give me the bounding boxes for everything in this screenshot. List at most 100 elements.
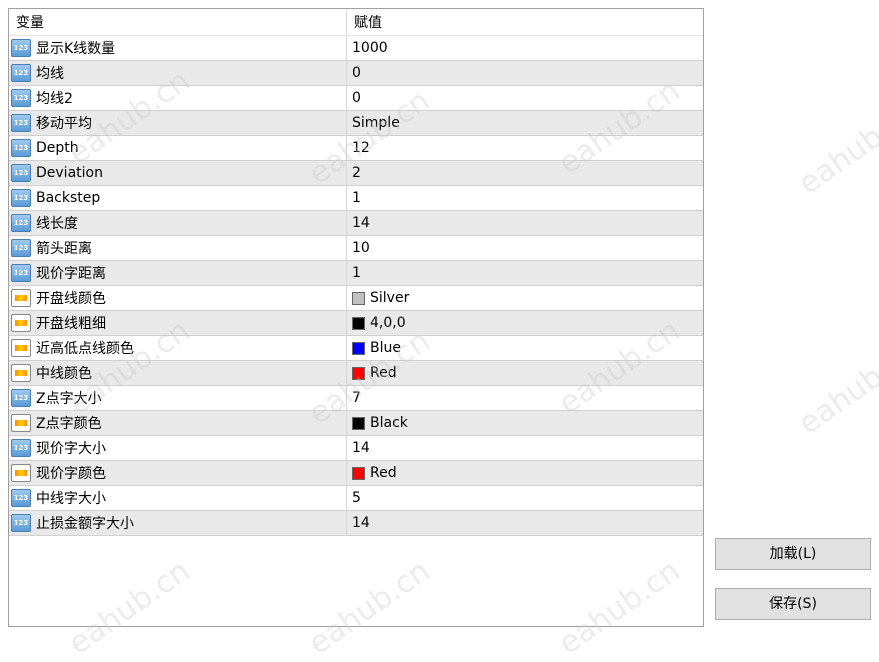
variable-name: 均线 (36, 66, 64, 82)
value-cell[interactable]: 0 (347, 86, 703, 110)
variable-cell[interactable]: Z点字颜色 (9, 411, 347, 435)
header-value[interactable]: 赋值 (354, 15, 382, 31)
variable-cell[interactable]: 开盘线颜色 (9, 286, 347, 310)
variable-cell[interactable]: 123 Z点字大小 (9, 386, 347, 410)
variable-cell[interactable]: 123 现价字距离 (9, 261, 347, 285)
variable-value: 4,0,0 (370, 315, 406, 331)
watermark: eahub.cn (792, 333, 879, 442)
integer-icon: 123 (11, 239, 31, 257)
integer-icon: 123 (11, 64, 31, 82)
table-row[interactable]: 123 Depth 12 (9, 136, 703, 161)
table-row[interactable]: 123 Z点字大小 7 (9, 386, 703, 411)
header-variable[interactable]: 变量 (9, 9, 347, 35)
variable-name: 中线颜色 (36, 366, 92, 382)
value-cell[interactable]: 14 (347, 511, 703, 535)
load-button[interactable]: 加载(L) (715, 538, 871, 570)
table-row[interactable]: 近高低点线颜色 Blue (9, 336, 703, 361)
variable-name: Z点字大小 (36, 391, 102, 407)
table-row[interactable]: 123 现价字大小 14 (9, 436, 703, 461)
variable-name: Deviation (36, 165, 103, 181)
variable-cell[interactable]: 123 均线2 (9, 86, 347, 110)
variable-cell[interactable]: 123 止损金额字大小 (9, 511, 347, 535)
table-row[interactable]: 123 显示K线数量 1000 (9, 36, 703, 61)
variable-cell[interactable]: 中线颜色 (9, 361, 347, 385)
variable-cell[interactable]: 123 Deviation (9, 161, 347, 185)
table-row[interactable]: 123 止损金额字大小 14 (9, 511, 703, 536)
table-row[interactable]: 开盘线颜色 Silver (9, 286, 703, 311)
value-cell[interactable]: 5 (347, 486, 703, 510)
color-swatch (352, 466, 365, 480)
table-header: 变量 赋值 (9, 9, 703, 36)
table-row[interactable]: 中线颜色 Red (9, 361, 703, 386)
color-icon (11, 289, 31, 307)
value-cell[interactable]: 0 (347, 61, 703, 85)
value-cell[interactable]: 1 (347, 186, 703, 210)
table-row[interactable]: 123 现价字距离 1 (9, 261, 703, 286)
table-row[interactable]: 开盘线粗细 4,0,0 (9, 311, 703, 336)
value-cell[interactable]: 7 (347, 386, 703, 410)
table-row[interactable]: 123 Deviation 2 (9, 161, 703, 186)
table-row[interactable]: 123 Backstep 1 (9, 186, 703, 211)
variable-value: 1000 (352, 40, 388, 56)
variable-value: Blue (370, 340, 401, 356)
variable-cell[interactable]: 123 中线字大小 (9, 486, 347, 510)
color-swatch (352, 366, 365, 380)
variable-name: 现价字距离 (36, 266, 106, 282)
variable-name: Z点字颜色 (36, 416, 102, 432)
variable-value: 12 (352, 140, 370, 156)
variable-name: 显示K线数量 (36, 41, 116, 57)
variable-value: 14 (352, 215, 370, 231)
variable-cell[interactable]: 现价字颜色 (9, 461, 347, 485)
value-cell[interactable]: 14 (347, 436, 703, 460)
variable-cell[interactable]: 123 显示K线数量 (9, 36, 347, 60)
table-row[interactable]: 现价字颜色 Red (9, 461, 703, 486)
variable-value: 1 (352, 190, 361, 206)
value-cell[interactable]: Blue (347, 336, 703, 360)
value-cell[interactable]: Black (347, 411, 703, 435)
variable-cell[interactable]: 123 现价字大小 (9, 436, 347, 460)
parameters-table: 变量 赋值 123 显示K线数量 1000 123 均线 0 123 均线2 0 123 移动平均 S… (8, 8, 704, 627)
value-cell[interactable]: 12 (347, 136, 703, 160)
variable-value: 7 (352, 390, 361, 406)
variable-cell[interactable]: 123 线长度 (9, 211, 347, 235)
variable-cell[interactable]: 开盘线粗细 (9, 311, 347, 335)
color-icon (11, 364, 31, 382)
table-row[interactable]: 123 均线2 0 (9, 86, 703, 111)
color-icon (11, 339, 31, 357)
table-row[interactable]: 123 中线字大小 5 (9, 486, 703, 511)
table-row[interactable]: 123 箭头距离 10 (9, 236, 703, 261)
value-cell[interactable]: 1000 (347, 36, 703, 60)
value-cell[interactable]: 2 (347, 161, 703, 185)
value-cell[interactable]: 14 (347, 211, 703, 235)
variable-value: 10 (352, 240, 370, 256)
variable-name: 现价字大小 (36, 441, 106, 457)
color-icon (11, 314, 31, 332)
variable-cell[interactable]: 123 移动平均 (9, 111, 347, 135)
table-row[interactable]: 123 均线 0 (9, 61, 703, 86)
variable-cell[interactable]: 123 均线 (9, 61, 347, 85)
value-cell[interactable]: 10 (347, 236, 703, 260)
table-row[interactable]: 123 线长度 14 (9, 211, 703, 236)
value-cell[interactable]: Simple (347, 111, 703, 135)
value-cell[interactable]: 4,0,0 (347, 311, 703, 335)
table-row[interactable]: 123 移动平均 Simple (9, 111, 703, 136)
variable-name: 止损金额字大小 (36, 516, 134, 532)
integer-icon: 123 (11, 264, 31, 282)
variable-name: 现价字颜色 (36, 466, 106, 482)
variable-name: Backstep (36, 190, 101, 206)
value-cell[interactable]: Red (347, 361, 703, 385)
variable-cell[interactable]: 123 Backstep (9, 186, 347, 210)
integer-icon: 123 (11, 214, 31, 232)
value-cell[interactable]: 1 (347, 261, 703, 285)
variable-cell[interactable]: 123 箭头距离 (9, 236, 347, 260)
variable-value: 14 (352, 515, 370, 531)
value-cell[interactable]: Silver (347, 286, 703, 310)
variable-cell[interactable]: 近高低点线颜色 (9, 336, 347, 360)
variable-cell[interactable]: 123 Depth (9, 136, 347, 160)
save-button[interactable]: 保存(S) (715, 588, 871, 620)
color-icon (11, 414, 31, 432)
variable-value: Simple (352, 115, 400, 131)
value-cell[interactable]: Red (347, 461, 703, 485)
variable-value: Silver (370, 290, 410, 306)
table-row[interactable]: Z点字颜色 Black (9, 411, 703, 436)
